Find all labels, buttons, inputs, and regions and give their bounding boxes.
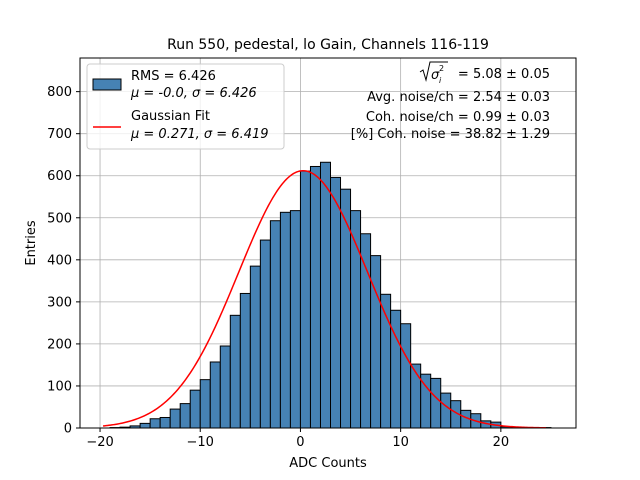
y-tick-label: 800 xyxy=(47,85,72,100)
x-tick-label: 10 xyxy=(392,435,409,450)
histogram-bar xyxy=(179,403,191,429)
noise-annotations: σ 2 i = 5.08 ± 0.05 Avg. noise/ch = 2.54… xyxy=(351,61,550,142)
sigma-i-exponent: 2 xyxy=(439,64,444,73)
histogram-bar xyxy=(199,379,211,429)
legend-histogram-label-stats: μ = -0.0, σ = 6.426 xyxy=(130,86,257,101)
histogram-bar xyxy=(229,314,241,429)
histogram-bar xyxy=(330,176,342,429)
histogram-bar xyxy=(340,188,352,429)
x-tick-label: −10 xyxy=(187,435,214,450)
coh-noise-percent-annotation: [%] Coh. noise = 38.82 ± 1.29 xyxy=(351,127,550,142)
sigma-total-symbol: σ 2 i xyxy=(419,61,448,85)
y-axis-label: Entries xyxy=(24,220,39,266)
histogram-bar xyxy=(289,210,301,429)
histogram-bar xyxy=(139,422,151,429)
sigma-total-value: = 5.08 ± 0.05 xyxy=(458,67,550,82)
histogram-bar xyxy=(149,418,161,429)
y-tick-label: 500 xyxy=(47,211,72,226)
histogram-bar xyxy=(249,265,261,429)
sqrt-sign xyxy=(419,61,448,82)
y-tick-label: 600 xyxy=(47,169,72,184)
y-tick-label: 200 xyxy=(47,337,72,352)
coh-noise-annotation: Coh. noise/ch = 0.99 ± 0.03 xyxy=(366,110,550,125)
x-tick-label: −20 xyxy=(86,435,113,450)
histogram-bar xyxy=(440,392,452,429)
chart-title: Run 550, pedestal, lo Gain, Channels 116… xyxy=(167,37,489,53)
x-tick-label: 0 xyxy=(296,435,304,450)
histogram-bar xyxy=(169,408,181,429)
histogram-bar xyxy=(259,239,271,429)
histogram-bar xyxy=(410,363,422,429)
avg-noise-annotation: Avg. noise/ch = 2.54 ± 0.03 xyxy=(367,90,550,105)
y-tick-label: 300 xyxy=(47,295,72,310)
legend-fit-label-stats: μ = 0.271, σ = 6.419 xyxy=(130,127,269,142)
y-tick-label: 0 xyxy=(64,422,72,437)
sigma-i-subscript: i xyxy=(439,76,442,85)
y-tick-label: 700 xyxy=(47,127,72,142)
gaussian-fit-curve xyxy=(102,169,546,429)
histogram-bar xyxy=(269,220,281,429)
plot-frame xyxy=(79,57,577,429)
histogram-bar xyxy=(219,345,231,429)
x-axis-ticks: −20 −10 0 10 20 xyxy=(86,428,509,450)
legend-histogram-label-rms: RMS = 6.426 xyxy=(131,69,216,84)
x-tick-label: 20 xyxy=(493,435,510,450)
histogram-bar xyxy=(360,233,372,429)
histogram-bar xyxy=(189,389,201,429)
x-axis-label: ADC Counts xyxy=(289,456,367,471)
histogram-bar xyxy=(319,161,332,429)
histogram-bar xyxy=(239,292,251,429)
legend: RMS = 6.426 μ = -0.0, σ = 6.426 Gaussian… xyxy=(86,63,285,150)
histogram-bar xyxy=(279,211,291,429)
legend-box xyxy=(86,63,285,150)
y-axis-ticks: 0 100 200 300 400 500 600 700 800 xyxy=(47,85,80,437)
histogram-bar xyxy=(309,165,321,429)
sigma-i-symbol: σ xyxy=(431,68,440,83)
histogram-bar xyxy=(159,416,171,429)
histogram-bar xyxy=(299,170,311,429)
histogram-bar xyxy=(430,377,442,429)
histogram-bar xyxy=(400,323,412,429)
legend-fit-label-title: Gaussian Fit xyxy=(131,109,210,124)
y-tick-label: 400 xyxy=(47,253,72,268)
y-tick-label: 100 xyxy=(47,379,72,394)
histogram-bar xyxy=(209,361,221,429)
legend-histogram-swatch xyxy=(92,78,122,91)
